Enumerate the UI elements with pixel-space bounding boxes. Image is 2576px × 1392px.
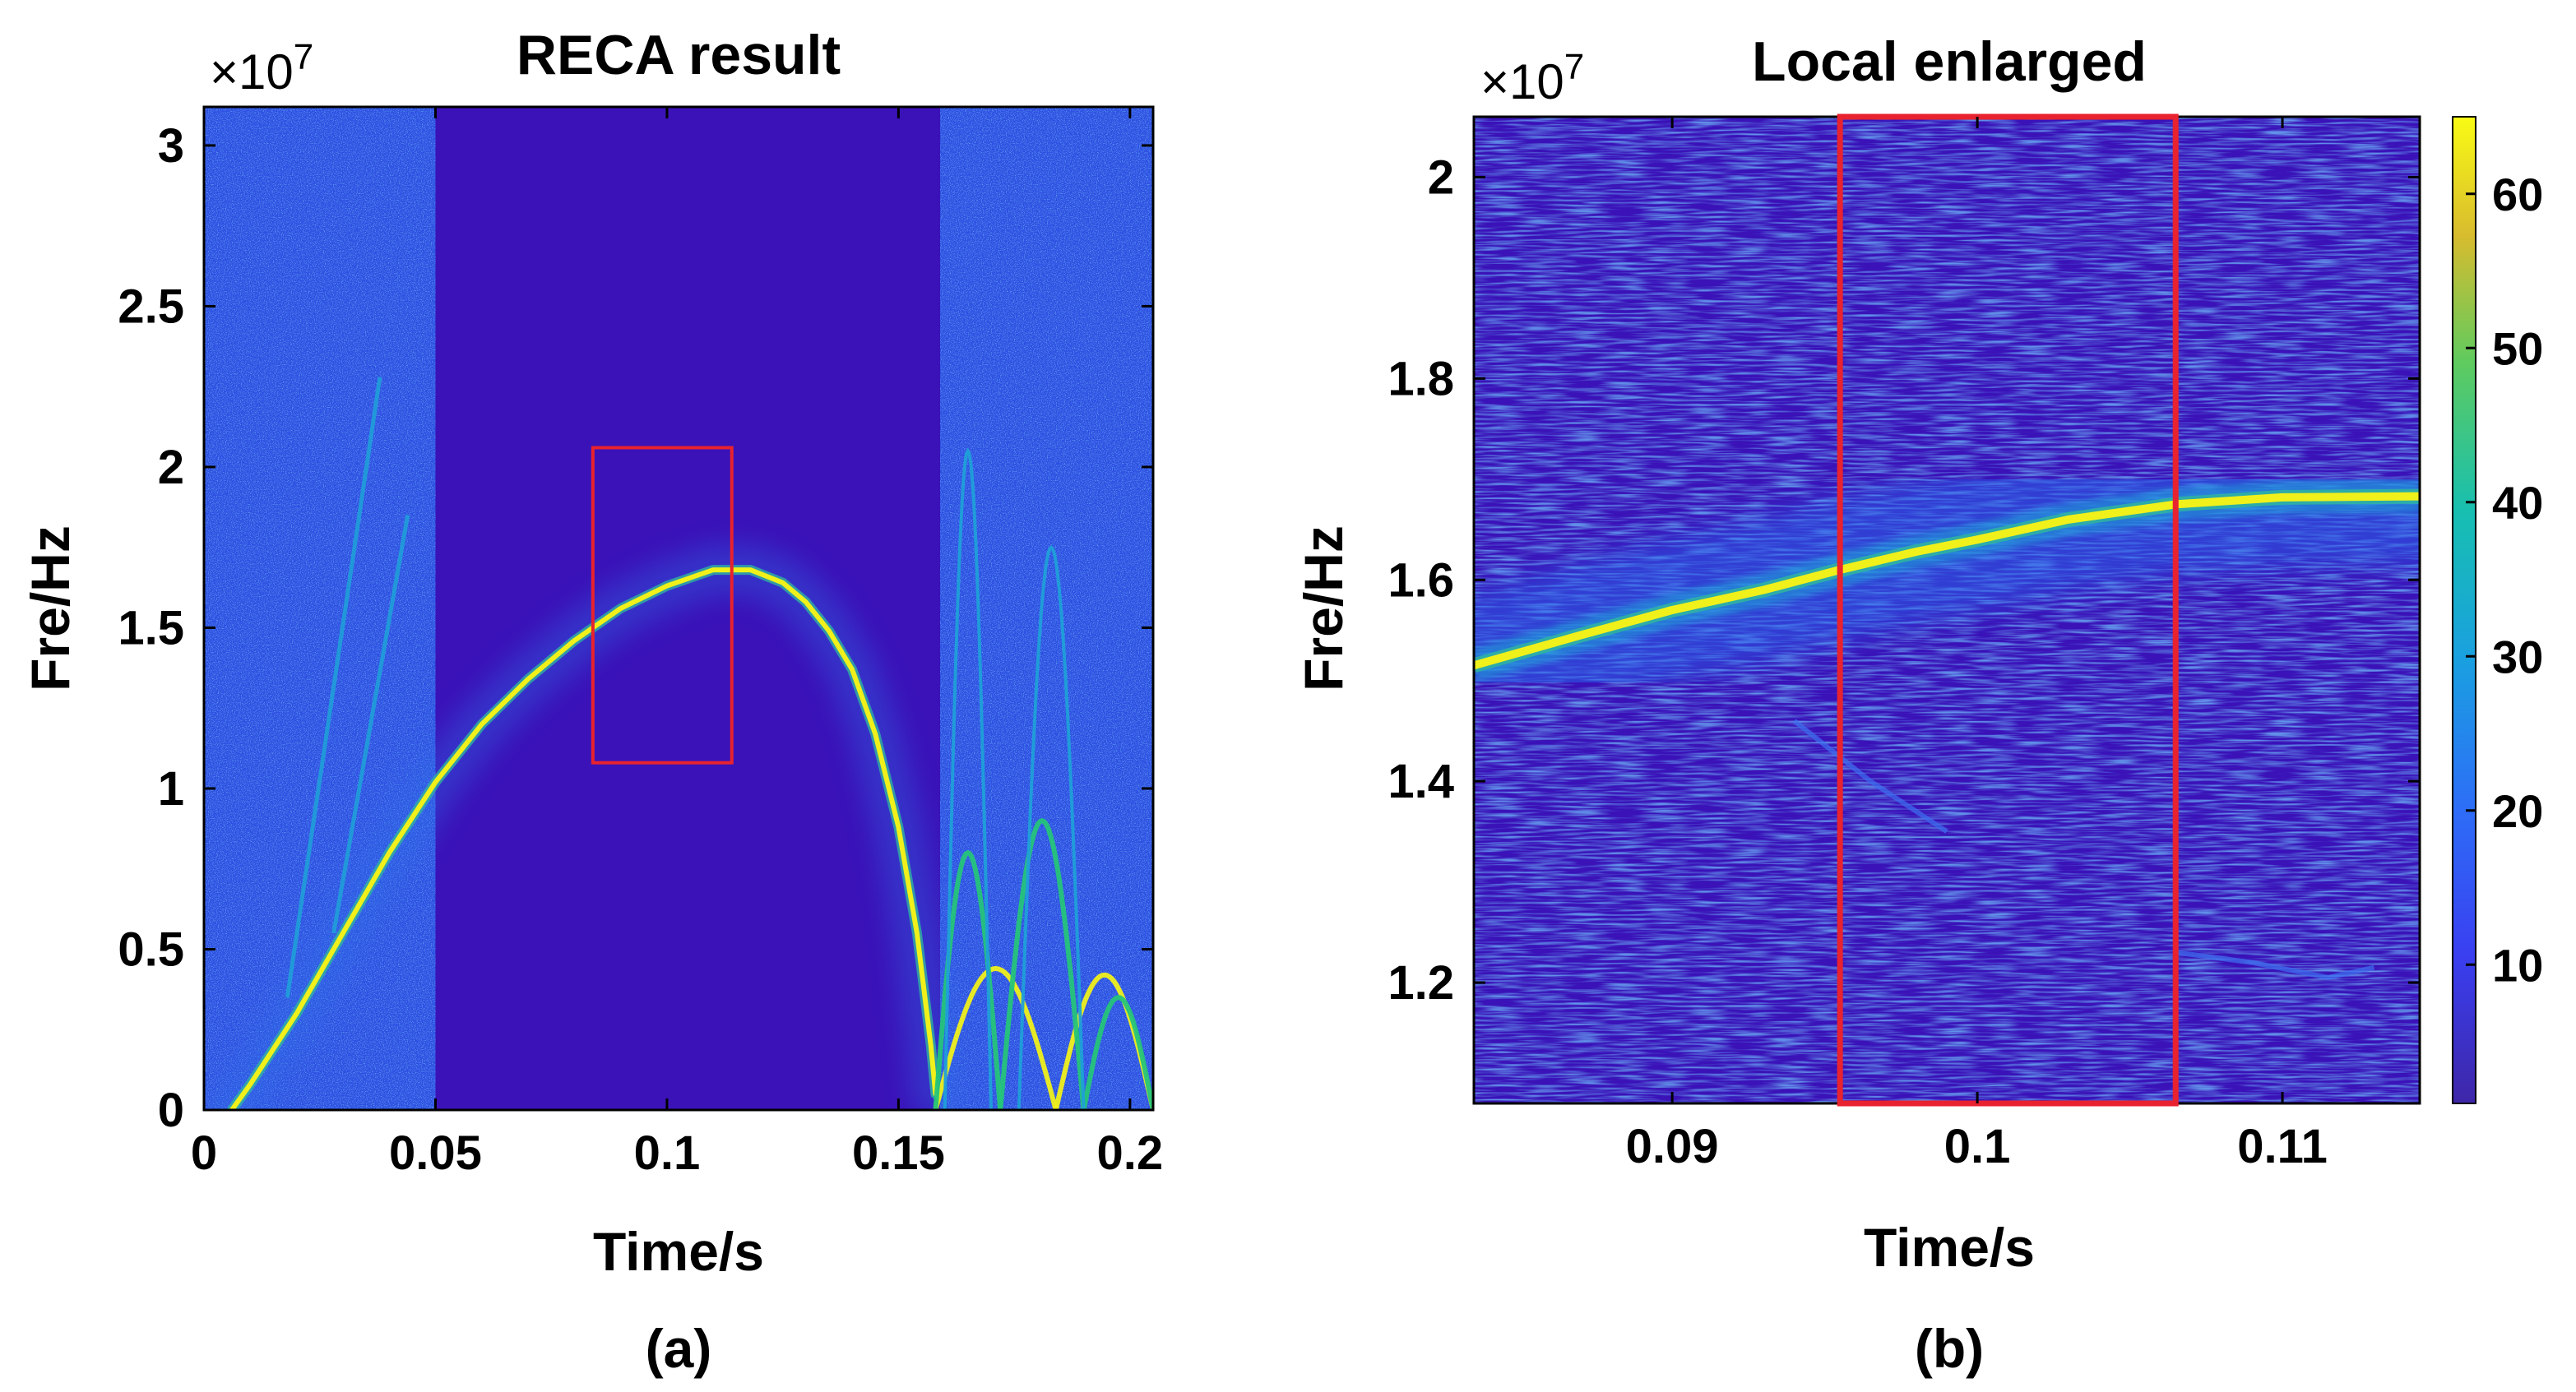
harmonic-line: [331, 515, 410, 934]
tail-arch: [943, 447, 993, 1110]
faint-trace: [2175, 950, 2375, 980]
panel-a-x-tick-label: 0.1: [634, 1126, 701, 1180]
panel-a-noise-regions: [204, 107, 1153, 1110]
panel-b-y-tick-label: 1.2: [1388, 956, 1454, 1010]
tail-arch: [1081, 995, 1153, 1110]
panel-a-ridges: [206, 377, 1153, 1110]
colorbar-tick-label: 30: [2492, 631, 2543, 682]
panel-b-y-exponent: ×107: [1480, 47, 1584, 109]
harmonic-line: [285, 377, 382, 998]
panel-a-y-tick-label: 1: [158, 762, 184, 816]
panel-a-axes: 0 0.05 0.1 0.15 0.2 0 0.5 1 1.5 2 2.5 3: [118, 107, 1163, 1180]
panel-a-y-tick-label: 2: [158, 441, 184, 494]
zoom-box: [591, 446, 734, 765]
noise-region-texture: [940, 107, 1153, 1110]
panel-a-x-label: Time/s: [593, 1221, 764, 1282]
panel-a-y-tick-label: 1.5: [118, 601, 184, 654]
panel-b-y-tick-label: 1.8: [1388, 352, 1454, 405]
panel-b-axes: 0.09 0.1 0.11 1.2 1.4 1.6 1.8 2: [1388, 117, 2420, 1173]
panel-a-caption: (a): [646, 1318, 712, 1379]
highlight-box: [1837, 113, 2179, 1107]
panel-a-y-exponent: ×107: [210, 37, 313, 99]
panel-a-frame: [202, 105, 1155, 1112]
panel-a-plot-area: [204, 107, 1153, 1110]
panel-a-x-tick-label: 0.05: [389, 1126, 482, 1180]
faint-trace: [1792, 719, 1948, 834]
panel-a-y-tick-label: 2.5: [118, 280, 184, 333]
main-ridge: [229, 567, 938, 1110]
colorbar-tick-label: 50: [2492, 322, 2543, 374]
panel-a-x-tick-label: 0.15: [852, 1126, 945, 1180]
panel-b-caption: (b): [1915, 1318, 1984, 1379]
panel-a-x-tick-label: 0: [191, 1126, 217, 1180]
zoom-box-rect: [591, 446, 734, 765]
panel-a-y-tick-label: 3: [158, 119, 184, 173]
panel-b-ridges: [1474, 426, 2420, 980]
panel-b-x-tick-label: 0.09: [1626, 1120, 1719, 1173]
panel-b-y-tick-label: 1.6: [1388, 553, 1454, 607]
panel-b-y-tick-label: 2: [1428, 150, 1454, 204]
panel-a: 0 0.05 0.1 0.15 0.2 0 0.5 1 1.5 2 2.5 3 RECA result…: [20, 24, 1163, 1379]
panel-b-y-label: Fre/Hz: [1293, 525, 1354, 691]
tail-arch: [1017, 544, 1086, 1110]
panel-a-y-tick-label: 0: [158, 1084, 184, 1137]
enlarged-ridge: [1474, 492, 2420, 670]
panel-b: 0.09 0.1 0.111.21.41.61.82 Local enlarged …: [1293, 30, 2543, 1379]
panel-a-y-label: Fre/Hz: [20, 525, 81, 691]
colorbar-ticks: 10 20 30 40 50 60: [2466, 169, 2543, 991]
panel-b-y-tick-label: 1.4: [1388, 755, 1454, 808]
tail-arch: [933, 965, 1059, 1110]
colorbar-tick-label: 10: [2492, 939, 2543, 991]
panel-b-x-tick-label: 0.11: [2237, 1120, 2328, 1173]
panel-a-title: RECA result: [517, 24, 841, 86]
panel-b-plot-area: [1474, 117, 2420, 1103]
panel-a-x-tick-label: 0.2: [1097, 1126, 1164, 1180]
panel-a-y-tick-label: 0.5: [118, 923, 184, 976]
colorbar-tick-label: 20: [2492, 785, 2543, 837]
highlight-box-rect: [1837, 113, 2179, 1107]
tail-arch: [998, 817, 1086, 1110]
colorbar-tick-label: 40: [2492, 477, 2543, 529]
panel-b-x-label: Time/s: [1864, 1217, 2035, 1278]
colorbar-tick-label: 60: [2492, 169, 2543, 220]
panel-b-x-tick-label: 0.1: [1944, 1120, 2011, 1173]
panel-b-title: Local enlarged: [1752, 30, 2147, 93]
colorbar: [2452, 116, 2476, 1104]
